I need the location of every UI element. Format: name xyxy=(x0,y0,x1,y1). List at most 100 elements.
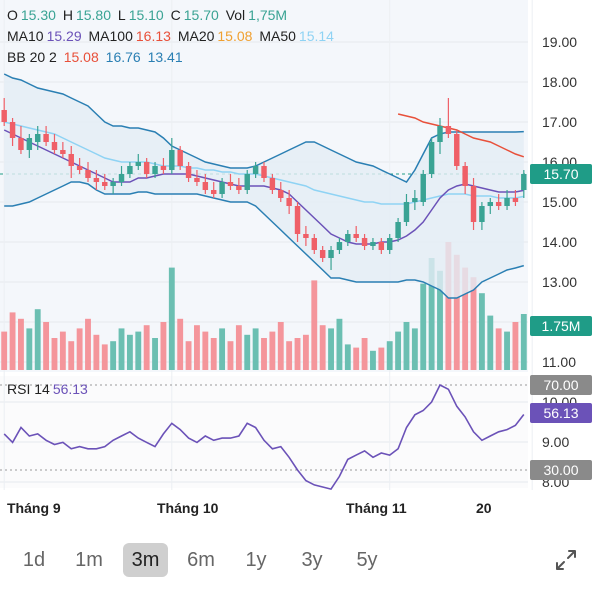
x-label-20: 20 xyxy=(476,500,492,516)
volume-bar xyxy=(185,341,192,370)
range-3y-button[interactable]: 3y xyxy=(301,549,323,571)
candle-body xyxy=(395,222,401,238)
volume-bar xyxy=(202,331,209,370)
volume-bar xyxy=(152,338,158,370)
volume-bar xyxy=(244,334,251,370)
bb-legend: BB 20 2 15.08 16.76 13.41 xyxy=(7,48,186,66)
candle-body xyxy=(252,166,259,174)
candle-body xyxy=(93,178,100,182)
volume-bar xyxy=(261,338,267,370)
label-ma100: MA100 xyxy=(88,28,133,44)
candle-body xyxy=(521,174,527,190)
volume-bar xyxy=(520,314,527,370)
candle-body xyxy=(294,206,301,234)
volume-bars xyxy=(1,242,527,370)
candle-body xyxy=(370,242,376,246)
volume-bar xyxy=(269,331,276,370)
candle-body xyxy=(51,142,58,150)
expand-icon[interactable] xyxy=(552,546,580,574)
volume-bar xyxy=(51,338,58,370)
volume-bar xyxy=(504,331,510,370)
candle-body xyxy=(412,198,418,202)
volume-bar xyxy=(311,280,318,370)
label-ma20: MA20 xyxy=(177,28,215,44)
volume-bar xyxy=(219,328,226,370)
volume-bar xyxy=(135,331,142,370)
range-1y-button[interactable]: 1y xyxy=(245,549,267,571)
volume-bar xyxy=(118,328,125,370)
value-volume: 1,75M xyxy=(248,7,288,23)
candle-body xyxy=(194,178,200,182)
volume-bar xyxy=(470,277,477,370)
price-tick-label: 19.00 xyxy=(542,34,578,50)
candle-body xyxy=(470,186,477,222)
ma100-line xyxy=(397,113,525,158)
candle-body xyxy=(26,138,33,150)
label-close: C xyxy=(170,7,181,23)
candle-body xyxy=(479,206,485,222)
candle-body xyxy=(403,202,410,222)
volume-bar xyxy=(378,347,385,370)
candle-body xyxy=(378,242,385,250)
value-bb-lower: 13.41 xyxy=(147,49,183,65)
volume-bar xyxy=(344,344,351,370)
candle-body xyxy=(18,138,24,150)
volume-bar xyxy=(328,328,334,370)
volume-bar xyxy=(495,328,502,370)
volume-bar xyxy=(227,341,234,370)
rsi-low-badge: 30.00 xyxy=(530,460,592,480)
candle-body xyxy=(227,182,234,186)
range-5y-button[interactable]: 5y xyxy=(356,549,378,571)
price-tick-label: 13.00 xyxy=(542,274,578,290)
volume-bar xyxy=(420,283,427,370)
candle-body xyxy=(487,202,494,206)
volume-bar xyxy=(294,338,301,370)
volume-bar xyxy=(252,328,259,370)
candle-body xyxy=(143,162,150,174)
label-open: O xyxy=(7,7,18,23)
price-tick-label: 14.00 xyxy=(542,234,578,250)
range-1m-button[interactable]: 1m xyxy=(75,549,103,571)
price-tick-label: 17.00 xyxy=(542,114,578,130)
volume-bar xyxy=(93,334,100,370)
candle-body xyxy=(454,134,460,166)
value-ma50: 15.14 xyxy=(298,28,334,44)
x-label-thang-9: Tháng 9 xyxy=(7,500,61,516)
volume-bar xyxy=(85,318,91,370)
last-price-badge: 15.70 xyxy=(530,164,592,184)
label-high: H xyxy=(62,7,73,23)
candle-body xyxy=(160,166,167,170)
candle-body xyxy=(319,250,326,258)
volume-bar xyxy=(411,328,418,370)
value-high: 15.80 xyxy=(75,7,111,23)
ma10-line xyxy=(3,129,524,245)
candle-body xyxy=(177,150,183,166)
x-label-thang-10: Tháng 10 xyxy=(157,500,219,516)
candle-body xyxy=(219,182,225,194)
range-3m-button[interactable]: 3m xyxy=(123,543,168,577)
value-ma20: 15.08 xyxy=(217,28,253,44)
volume-bar xyxy=(168,267,175,370)
range-1d-button[interactable]: 1d xyxy=(22,549,46,571)
volume-bar xyxy=(18,318,24,370)
label-volume: Vol xyxy=(225,7,246,23)
candle-body xyxy=(504,198,510,206)
volume-bar xyxy=(101,344,108,370)
range-6m-button[interactable]: 6m xyxy=(187,549,215,571)
x-label-thang-11: Tháng 11 xyxy=(346,500,407,516)
rsi-panel-bg xyxy=(0,376,528,488)
volume-bar xyxy=(437,270,443,370)
value-bb-upper: 16.76 xyxy=(105,49,141,65)
rsi-legend: RSI 14 56.13 xyxy=(7,380,91,398)
candle-body xyxy=(445,126,452,134)
label-low: L xyxy=(117,7,126,23)
bollinger-lower-line xyxy=(4,181,525,299)
candle-body xyxy=(286,198,292,206)
price-tick-label: 15.00 xyxy=(542,194,578,210)
volume-bar xyxy=(110,341,117,370)
candle-body xyxy=(43,134,49,142)
volume-bar xyxy=(177,318,184,370)
candle-body xyxy=(202,182,209,190)
candle-body xyxy=(269,178,276,190)
